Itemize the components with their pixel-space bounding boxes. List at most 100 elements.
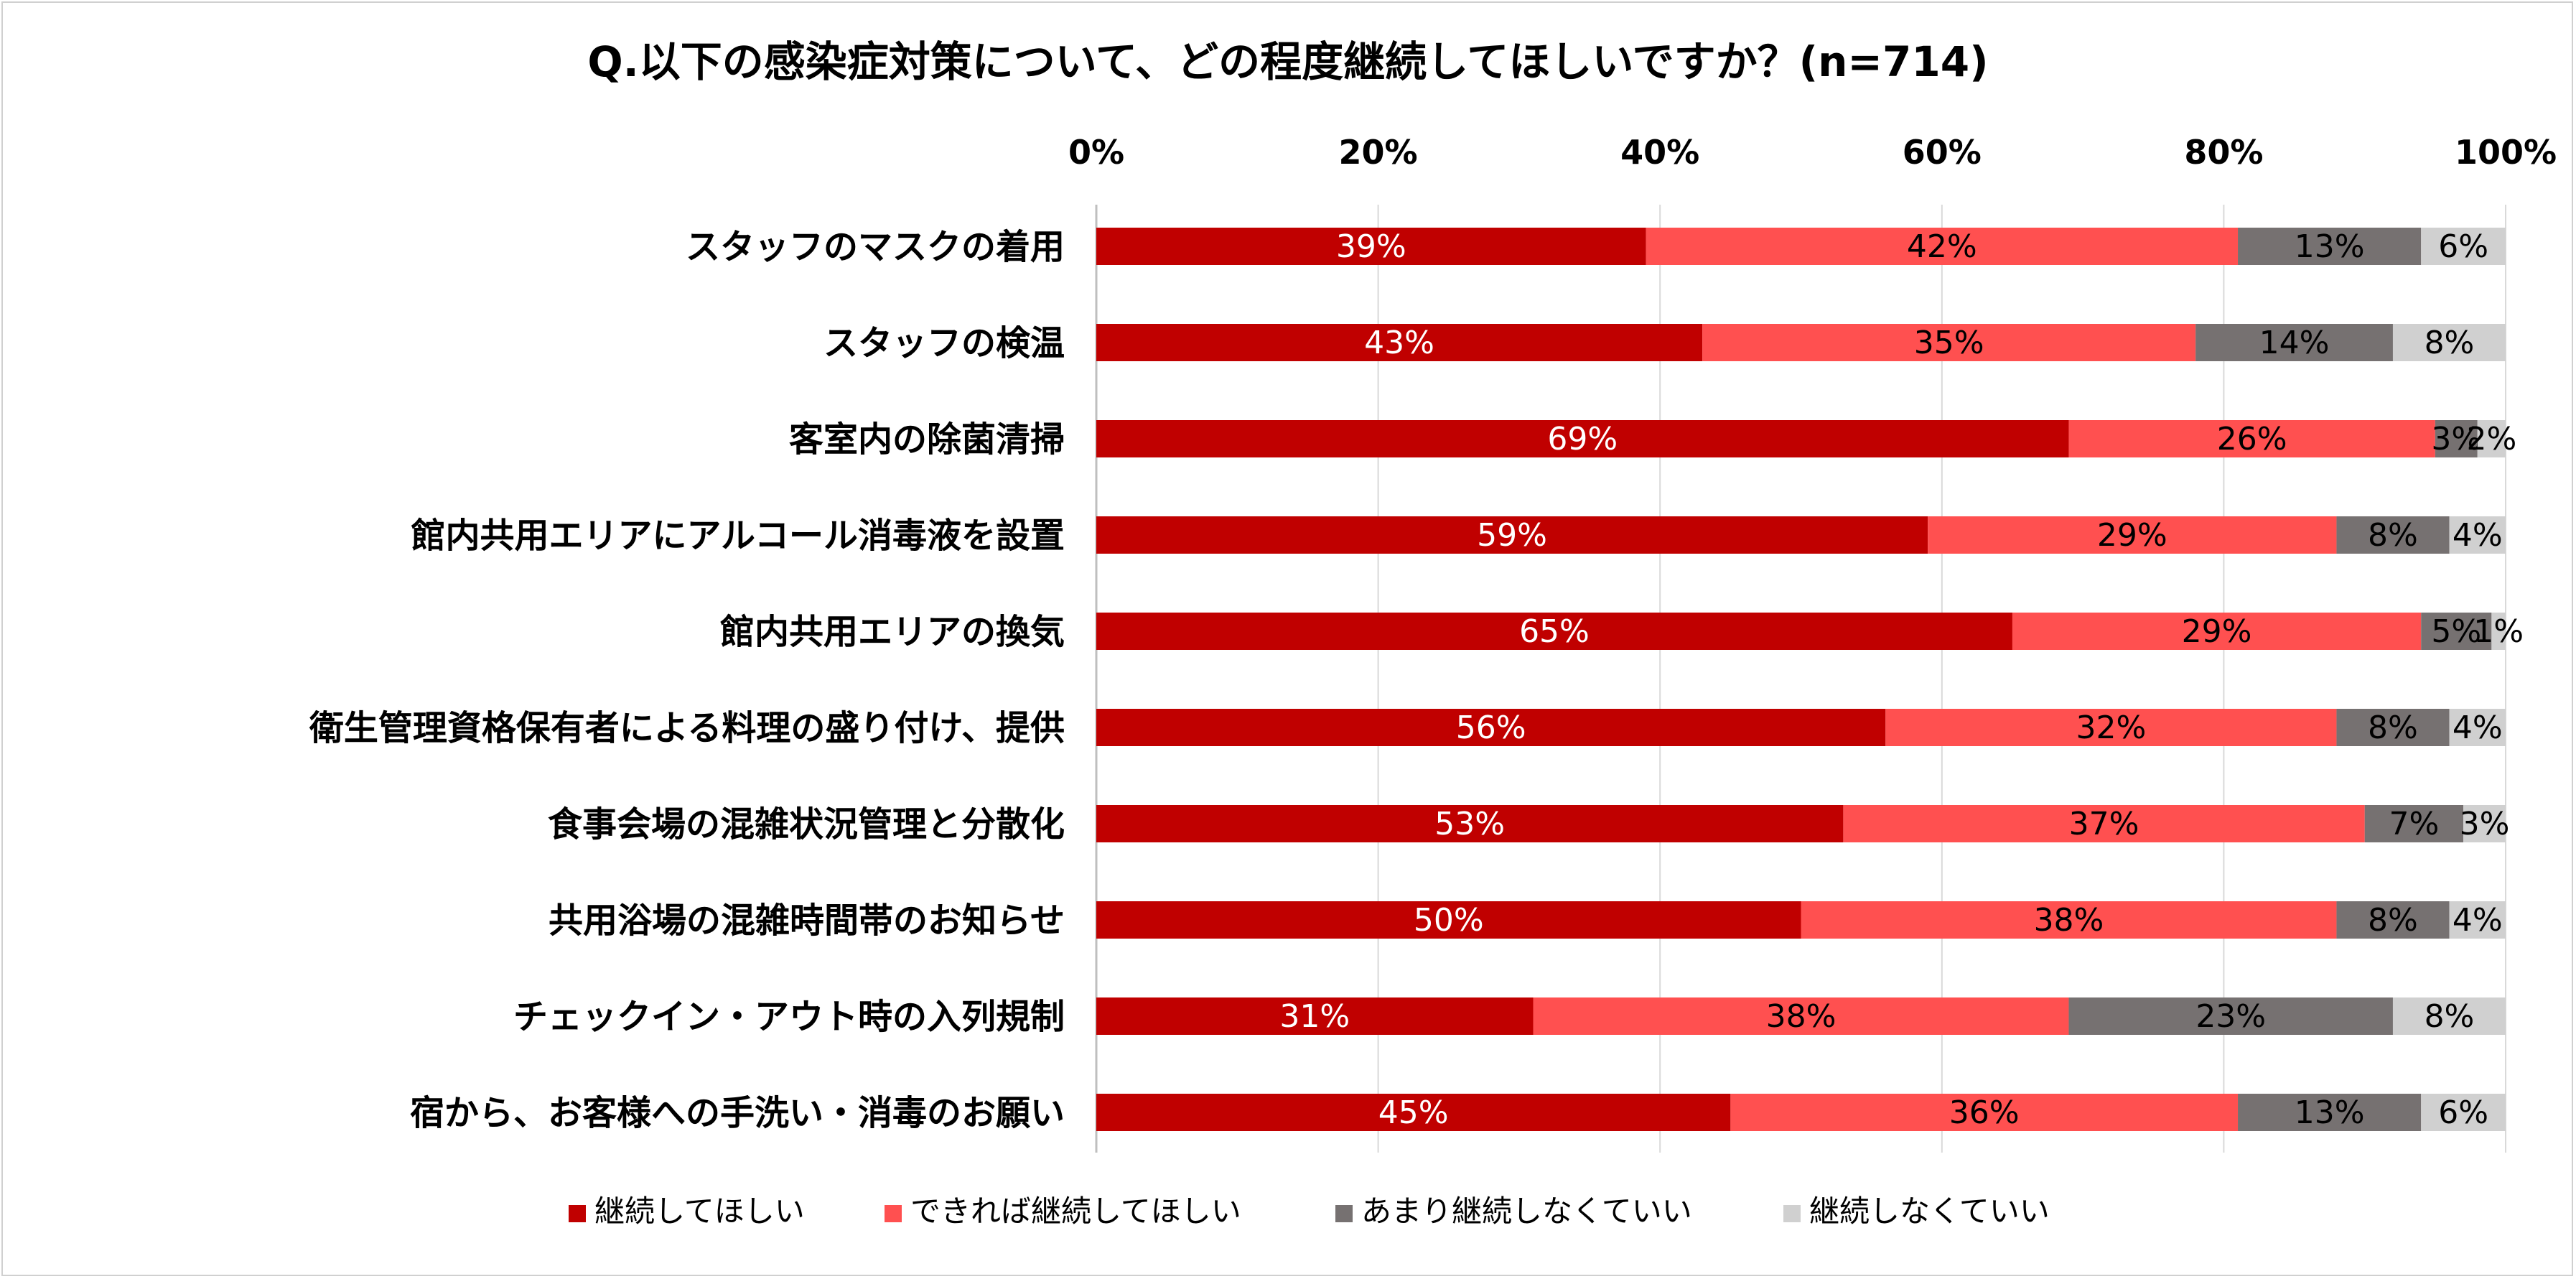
data-label: 8% bbox=[2425, 325, 2475, 361]
data-label: 59% bbox=[1477, 517, 1547, 554]
data-label: 37% bbox=[2069, 806, 2139, 842]
data-label: 7% bbox=[2389, 806, 2439, 842]
legend-swatch bbox=[1335, 1205, 1353, 1222]
data-label: 1% bbox=[2473, 613, 2524, 650]
bar-segment bbox=[2238, 228, 2422, 265]
data-label: 38% bbox=[1766, 998, 1837, 1035]
data-label: 4% bbox=[2453, 902, 2503, 939]
x-tick-label: 80% bbox=[2184, 133, 2263, 172]
x-tick-label: 100% bbox=[2455, 133, 2557, 172]
data-label: 2% bbox=[2466, 421, 2516, 457]
gridlines bbox=[1095, 205, 2506, 1153]
bar-segment bbox=[2336, 901, 2450, 939]
bar-segment bbox=[1096, 228, 1646, 265]
data-label: 8% bbox=[2368, 902, 2418, 939]
data-label: 69% bbox=[1547, 421, 1618, 457]
bar-segment bbox=[1096, 420, 2069, 457]
legend-label: 継続しなくていい bbox=[1809, 1194, 2050, 1229]
data-label: 13% bbox=[2295, 228, 2365, 265]
bar-segment bbox=[1843, 805, 2365, 842]
bar-segment bbox=[1928, 516, 2337, 554]
data-label: 8% bbox=[2368, 710, 2418, 746]
legend: 継続してほしい できれば継続してほしい あまり継続しなくていい 継続しなくていい bbox=[569, 1194, 2050, 1229]
bar-segment bbox=[1646, 228, 2239, 265]
category-labels: スタッフのマスクの着用スタッフの検温客室内の除菌清掃館内共用エリアにアルコール消… bbox=[309, 227, 1065, 1133]
data-label: 36% bbox=[1949, 1094, 2020, 1131]
x-axis-ticks: 0% 20% 40% 60% 80% 100% bbox=[1068, 133, 2557, 172]
legend-label: できれば継続してほしい bbox=[910, 1194, 1241, 1229]
category-label: 客室内の除菌清掃 bbox=[789, 419, 1065, 460]
bar-segment bbox=[1801, 901, 2337, 939]
data-label: 45% bbox=[1378, 1094, 1449, 1131]
legend-label: 継続してほしい bbox=[594, 1194, 805, 1229]
legend-swatch bbox=[569, 1205, 586, 1222]
category-label: スタッフの検温 bbox=[823, 323, 1065, 363]
data-label: 50% bbox=[1414, 902, 1484, 939]
bar-segment bbox=[1096, 997, 1534, 1035]
bar-segment bbox=[2392, 324, 2506, 361]
data-label: 65% bbox=[1519, 613, 1590, 650]
data-label: 39% bbox=[1336, 228, 1406, 265]
data-label: 14% bbox=[2259, 325, 2330, 361]
data-label: 43% bbox=[1364, 325, 1434, 361]
bar-segment bbox=[2463, 805, 2506, 842]
bar-segment bbox=[2477, 420, 2506, 457]
data-label: 8% bbox=[2368, 517, 2418, 554]
bar-segment bbox=[2392, 997, 2506, 1035]
bar-segment bbox=[1096, 709, 1886, 746]
bar-segment bbox=[2449, 901, 2506, 939]
data-label: 23% bbox=[2195, 998, 2266, 1035]
bar-segment bbox=[1533, 997, 2069, 1035]
data-label: 35% bbox=[1914, 325, 1984, 361]
x-tick-label: 20% bbox=[1339, 133, 1418, 172]
data-label: 13% bbox=[2295, 1094, 2365, 1131]
bar-segment bbox=[2421, 1094, 2506, 1131]
category-label: スタッフのマスクの着用 bbox=[686, 227, 1065, 267]
bar-segment bbox=[1096, 324, 1703, 361]
data-label: 31% bbox=[1279, 998, 1350, 1035]
bar-segment bbox=[2449, 516, 2506, 554]
bar-segment bbox=[2421, 228, 2506, 265]
x-tick-label: 40% bbox=[1620, 133, 1699, 172]
chart-title: Q.以下の感染症対策について、どの程度継続してほしいですか？(n=714) bbox=[587, 37, 1988, 86]
bar-segment bbox=[2336, 516, 2450, 554]
data-label: 56% bbox=[1456, 710, 1526, 746]
legend-label: あまり継続しなくていい bbox=[1361, 1194, 1692, 1229]
category-label: 館内共用エリアにアルコール消毒液を設置 bbox=[411, 516, 1065, 556]
bar-segment bbox=[1096, 516, 1928, 554]
data-label: 29% bbox=[2182, 613, 2252, 650]
data-label: 4% bbox=[2453, 710, 2503, 746]
bar-segment bbox=[2195, 324, 2393, 361]
category-label: チェックイン・アウト時の入列規制 bbox=[513, 997, 1065, 1037]
x-tick-label: 0% bbox=[1068, 133, 1124, 172]
bar-segment bbox=[1885, 709, 2337, 746]
data-label: 3% bbox=[2431, 421, 2481, 457]
bar-segment bbox=[1702, 324, 2196, 361]
legend-swatch bbox=[1783, 1205, 1801, 1222]
category-label: 館内共用エリアの換気 bbox=[720, 612, 1065, 652]
bar-segment bbox=[2068, 420, 2435, 457]
data-label: 38% bbox=[2034, 902, 2104, 939]
bar-segment bbox=[1096, 805, 1844, 842]
category-label: 衛生管理資格保有者による料理の盛り付け、提供 bbox=[309, 708, 1065, 748]
bar-segment bbox=[2238, 1094, 2422, 1131]
data-label: 29% bbox=[2097, 517, 2167, 554]
bar-segment bbox=[2068, 997, 2393, 1035]
x-tick-label: 60% bbox=[1903, 133, 1982, 172]
bar-segment bbox=[1730, 1094, 2239, 1131]
data-label: 6% bbox=[2438, 228, 2488, 265]
bar-segment bbox=[1096, 613, 2012, 650]
legend-swatch bbox=[885, 1205, 902, 1222]
data-label: 8% bbox=[2425, 998, 2475, 1035]
data-label: 26% bbox=[2217, 421, 2287, 457]
bars: 39% 42% 13% 6%43% 35% 14% 8%69% 26% 3%2%59% 29% 8%… bbox=[1096, 228, 2524, 1131]
data-label: 4% bbox=[2453, 517, 2503, 554]
bar-segment bbox=[2449, 709, 2506, 746]
category-label: 宿から、お客様への手洗い・消毒のお願い bbox=[410, 1093, 1065, 1133]
bar-segment bbox=[1096, 1094, 1731, 1131]
bar-segment bbox=[2435, 420, 2478, 457]
bar-segment bbox=[2421, 613, 2492, 650]
bar-segment bbox=[1096, 901, 1801, 939]
data-label: 5% bbox=[2431, 613, 2481, 650]
